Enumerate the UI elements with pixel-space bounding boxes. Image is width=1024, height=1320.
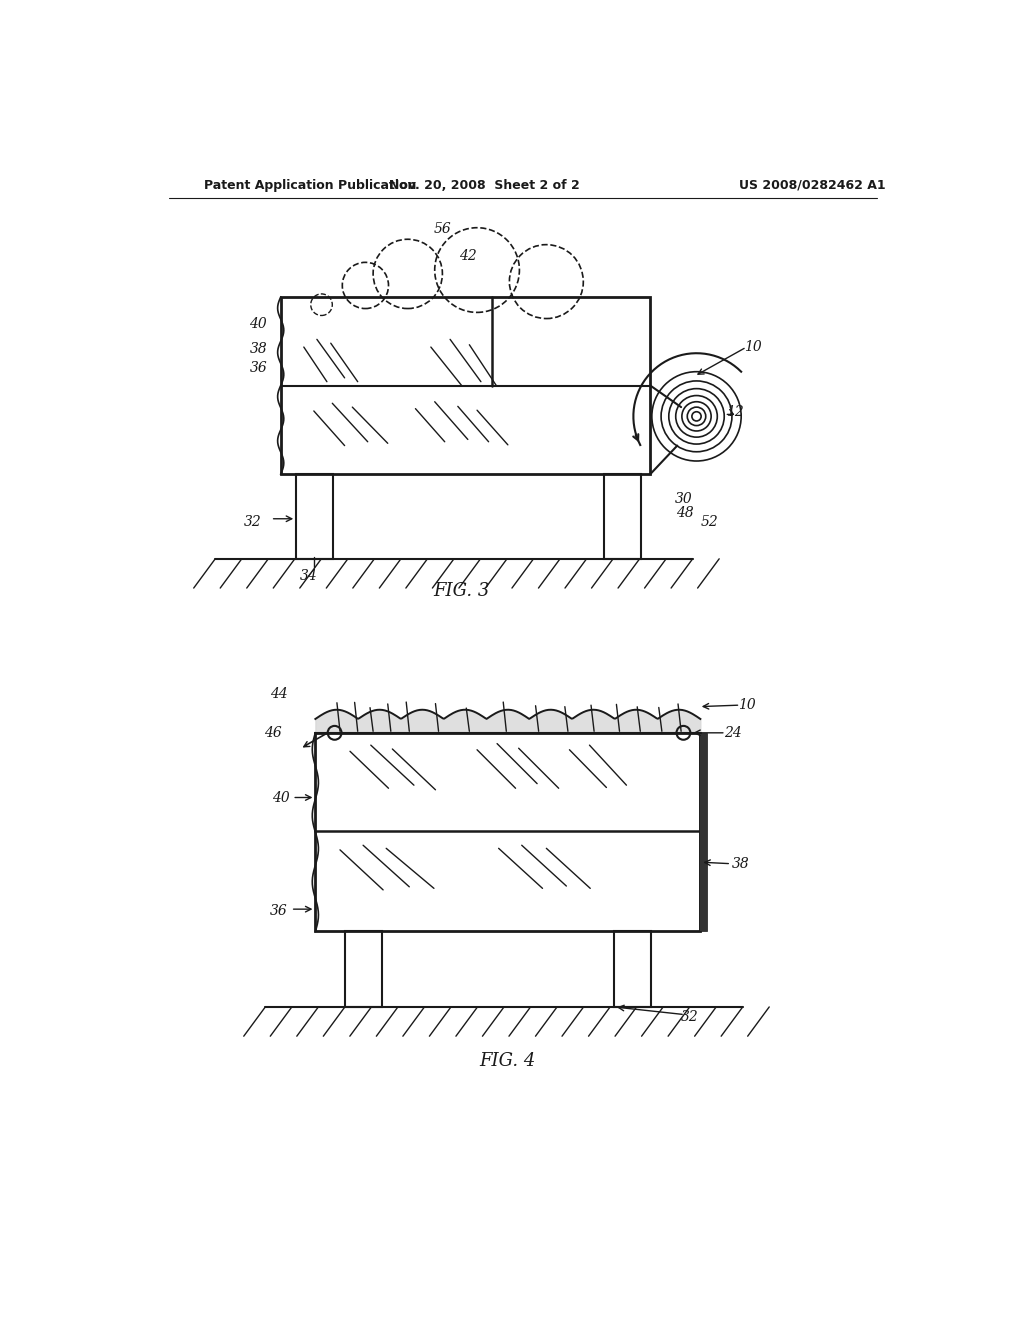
Text: 36: 36	[250, 360, 268, 375]
Text: 32: 32	[681, 1010, 698, 1024]
Text: 12: 12	[726, 405, 743, 420]
Text: 32: 32	[244, 515, 261, 529]
Text: FIG. 4: FIG. 4	[479, 1052, 536, 1069]
Text: 34: 34	[300, 569, 318, 582]
Bar	[315, 733, 700, 932]
Bar	[614, 932, 651, 1007]
Bar	[604, 474, 641, 558]
Text: 40: 40	[249, 317, 266, 331]
Text: Nov. 20, 2008  Sheet 2 of 2: Nov. 20, 2008 Sheet 2 of 2	[389, 178, 581, 191]
Text: 30: 30	[675, 492, 692, 506]
Text: 46: 46	[264, 726, 282, 739]
Text: Patent Application Publication: Patent Application Publication	[204, 178, 416, 191]
Text: 38: 38	[250, 342, 268, 356]
Text: 10: 10	[737, 698, 756, 711]
Bar	[281, 297, 650, 474]
Text: 52: 52	[700, 515, 719, 529]
Text: FIG. 3: FIG. 3	[433, 582, 489, 601]
Text: 40: 40	[271, 791, 290, 804]
Text: 42: 42	[459, 249, 477, 263]
Bar	[698, 733, 707, 932]
Text: 38: 38	[731, 858, 750, 871]
Text: 44: 44	[270, 686, 288, 701]
Text: 56: 56	[433, 222, 452, 236]
Bar	[345, 932, 382, 1007]
Bar	[296, 474, 333, 558]
Text: 24: 24	[724, 726, 741, 739]
Text: US 2008/0282462 A1: US 2008/0282462 A1	[739, 178, 886, 191]
Text: 36: 36	[270, 904, 288, 919]
Text: 10: 10	[743, 341, 762, 354]
Text: 48: 48	[676, 506, 694, 520]
